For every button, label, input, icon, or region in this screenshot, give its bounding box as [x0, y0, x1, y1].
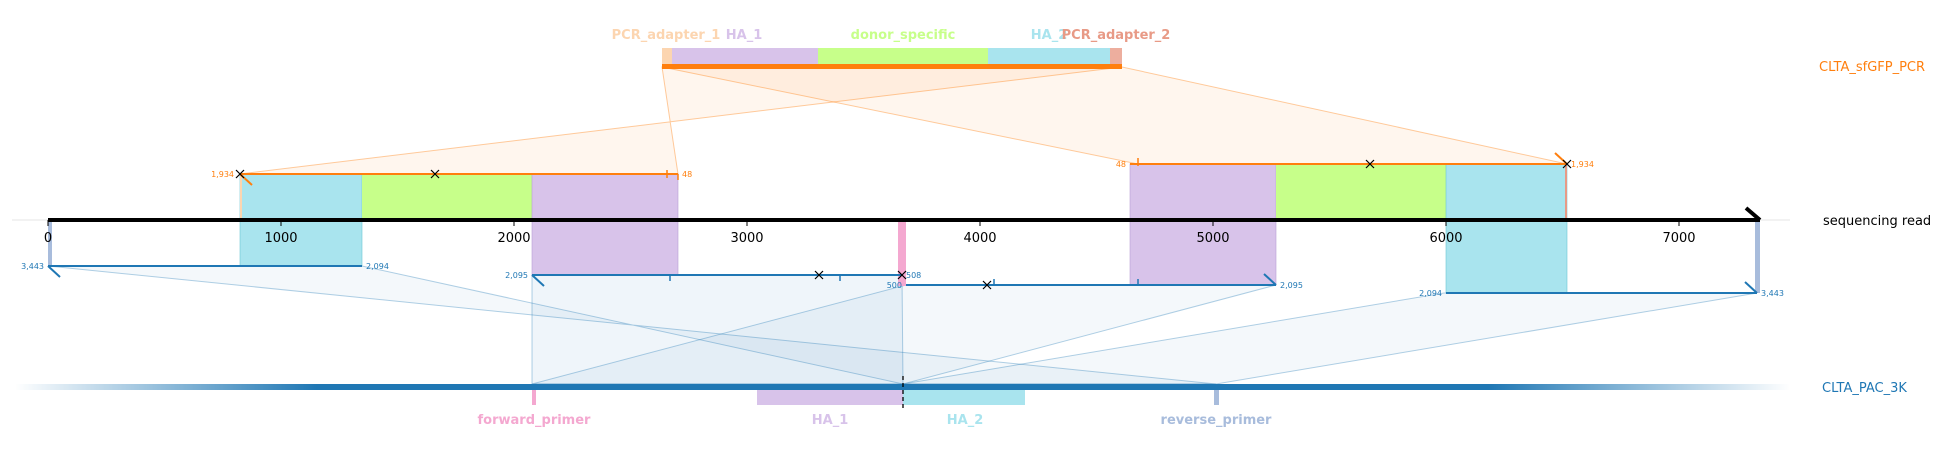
ref-alignment-b[interactable]: 2,095 508	[505, 270, 921, 287]
reference-name: CLTA_PAC_3K	[1822, 381, 1907, 396]
ref-label-reverse-primer: reverse_primer	[1161, 413, 1273, 428]
pcr-alignment-fwd[interactable]: 1,934 48	[211, 169, 692, 186]
mismatch-marker	[814, 270, 907, 280]
box-donor-left	[362, 174, 532, 220]
pcr-rev-start: 48	[1116, 160, 1126, 169]
sequencing-read[interactable]: 0 1000 2000 3000 4000 5000 6000 7000 seq…	[12, 206, 1931, 246]
ref-feature-ha-1	[757, 390, 903, 405]
tick-label: 5000	[1196, 231, 1229, 246]
pcr-feature-ha-1	[672, 48, 818, 65]
ref-b-start: 2,095	[505, 271, 528, 280]
ref-b-end: 508	[906, 271, 921, 280]
box-rev-primer-right	[1755, 220, 1760, 293]
read-name: sequencing read	[1823, 214, 1931, 229]
pcr-label-adapter-2: PCR_adapter_2	[1062, 28, 1171, 43]
mismatch-marker	[235, 169, 440, 179]
pcr-alignment-rev[interactable]: 48 1,934	[1116, 152, 1594, 169]
ref-alignment-d[interactable]: 2,094 3,443	[1419, 281, 1784, 298]
ref-feature-reverse-primer	[1214, 390, 1219, 405]
pcr-feature-donor-specific	[818, 48, 988, 65]
tick-label: 2000	[497, 231, 530, 246]
box-fwd-primer-read	[898, 220, 906, 286]
tick-label: 7000	[1662, 231, 1695, 246]
reference-sequence[interactable]	[15, 376, 1790, 410]
read-tick-labels: 0 1000 2000 3000 4000 5000 6000 7000	[44, 231, 1696, 246]
pcr-label-donor-specific: donor_specific	[851, 28, 956, 43]
ref-a-end: 2,094	[366, 262, 389, 271]
tick-label: 4000	[963, 231, 996, 246]
ref-feature-forward-primer	[532, 390, 536, 405]
tick-label: 6000	[1429, 231, 1462, 246]
box-ha2-right	[1445, 163, 1568, 294]
tick-label: 0	[44, 231, 52, 246]
pcr-label-adapter-1: PCR_adapter_1	[612, 28, 721, 43]
read-arrow-head	[1744, 206, 1762, 222]
box-ha1-left	[531, 173, 679, 276]
ref-d-start: 2,094	[1419, 289, 1442, 298]
read-ticks	[47, 220, 1680, 226]
tick-label: 1000	[264, 231, 297, 246]
pcr-product[interactable]	[662, 48, 1122, 69]
ref-alignment-c[interactable]: 500 2,095	[887, 273, 1303, 290]
pcr-feature-labels: PCR_adapter_1 HA_1 donor_specific HA_2 P…	[612, 28, 1171, 43]
pcr-connections	[239, 66, 1568, 175]
pcr-product-name: CLTA_sfGFP_PCR	[1819, 60, 1925, 75]
ref-label-forward-primer: forward_primer	[478, 413, 592, 428]
ref-c-end: 2,095	[1280, 281, 1303, 290]
reference-connections	[47, 265, 1758, 385]
pcr-fwd-end: 48	[682, 170, 692, 179]
pcr-feature-adapter-2	[1110, 48, 1122, 65]
ref-label-ha-2: HA_2	[947, 413, 984, 428]
mismatch-marker	[1365, 159, 1572, 169]
ref-d-end: 3,443	[1761, 289, 1784, 298]
pcr-feature-ha-2	[988, 48, 1110, 65]
box-adapter-left	[240, 174, 242, 220]
mismatch-marker	[982, 280, 992, 290]
pcr-product-bar	[662, 64, 1122, 69]
box-ha1-right	[1129, 163, 1277, 286]
box-donor-right	[1276, 164, 1446, 220]
ref-feature-ha-2	[903, 390, 1025, 405]
pcr-rev-connection	[661, 66, 1568, 165]
pcr-feature-adapter-1	[662, 48, 672, 65]
pcr-fwd-start: 1,934	[211, 170, 234, 179]
ref-c-start: 500	[887, 281, 902, 290]
box-rev-primer-left	[48, 220, 52, 266]
pcr-label-ha-2: HA_2	[1031, 28, 1068, 43]
tick-label: 3000	[730, 231, 763, 246]
ref-a-start: 3,443	[21, 262, 44, 271]
ref-alignment-a[interactable]: 3,443 2,094	[21, 262, 389, 278]
pcr-rev-end: 1,934	[1571, 160, 1594, 169]
ref-feature-labels: forward_primer HA_1 HA_2 reverse_primer	[478, 413, 1273, 428]
ref-label-ha-1: HA_1	[812, 413, 849, 428]
box-adapter-right	[1565, 164, 1567, 220]
pcr-label-ha-1: HA_1	[726, 28, 763, 43]
